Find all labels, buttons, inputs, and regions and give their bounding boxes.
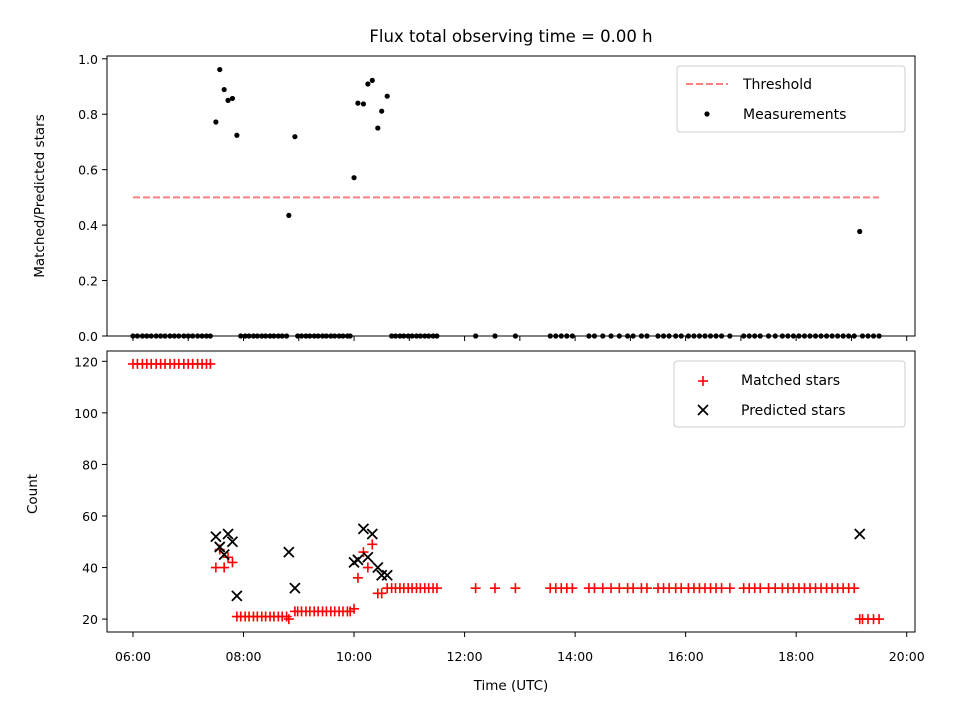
measurement-point <box>217 66 223 73</box>
matched-star-point <box>223 552 234 563</box>
matched-star-point <box>489 583 500 594</box>
count-y-axis-label: Count <box>25 474 41 514</box>
count-x-ticks: 06:00 08:00 10:00 12:00 14:00 16:00 18:00 20:00 <box>115 632 925 664</box>
matched-star-point <box>641 583 652 594</box>
count-panel: 06:00 08:00 10:00 12:00 14:00 16:00 18:00 20:00… <box>25 350 925 694</box>
measurements-legend-marker <box>704 111 710 117</box>
predicted-star-point <box>366 528 378 540</box>
ratio-y-tick-label: 0.4 <box>78 218 98 233</box>
matched-star-point <box>849 583 860 594</box>
ratio-y-tick-label: 0.6 <box>78 163 98 178</box>
count-y-tick-label: 20 <box>82 612 98 627</box>
predicted-star-point <box>214 541 226 553</box>
measurement-point <box>365 81 371 87</box>
matched-star-point <box>205 358 216 369</box>
ratio-x-ticks <box>132 336 908 341</box>
predicted-star-point <box>357 523 370 535</box>
matched-star-point <box>352 572 363 583</box>
measurement-point <box>221 86 227 93</box>
predicted-star-point <box>289 582 301 594</box>
matched-star-point <box>376 588 387 599</box>
matched-star-point <box>431 583 442 594</box>
measurement-point <box>379 108 385 114</box>
predicted-star-point <box>283 546 295 558</box>
ratio-legend-box <box>676 65 906 133</box>
matched-star-point <box>470 583 481 594</box>
matched-star-point <box>219 562 230 573</box>
predicted-star-point <box>381 569 393 581</box>
ratio-y-axis-label: Matched/Predicted stars <box>32 114 48 277</box>
legend-label-measurements: Measurements <box>743 107 846 123</box>
matched-star-point <box>367 539 378 550</box>
legend-label-predicted: Predicted stars <box>741 403 846 419</box>
predicted-legend-marker <box>697 404 709 416</box>
matched-star-point <box>567 583 578 594</box>
count-y-tick-label: 100 <box>74 406 98 421</box>
measurement-point <box>292 134 298 140</box>
count-y-tick-label: 120 <box>74 354 98 369</box>
ratio-legend: Threshold Measurements <box>676 65 906 133</box>
measurement-point <box>375 125 381 131</box>
predicted-star-point <box>218 549 230 561</box>
ratio-y-tick-label: 0.8 <box>78 107 98 122</box>
measurement-point <box>286 212 292 219</box>
x-tick-label: 10:00 <box>336 649 372 664</box>
ratio-y-tick-label: 0.2 <box>78 274 98 289</box>
count-y-ticks: 20 40 60 80 100 120 <box>74 354 107 627</box>
predicted-star-point <box>362 551 374 563</box>
predicted-star-point <box>210 530 222 543</box>
matched-star-point <box>362 562 373 573</box>
measurement-point <box>225 97 231 103</box>
x-tick-label: 20:00 <box>889 649 925 664</box>
measurement-point <box>229 95 236 102</box>
measurement-point <box>234 132 240 138</box>
predicted-star-point <box>231 590 243 602</box>
count-plot-area <box>127 358 885 625</box>
x-tick-label: 06:00 <box>115 649 151 664</box>
ratio-y-ticks: 0.0 0.2 0.4 0.6 0.8 1.0 <box>78 52 107 344</box>
ratio-panel: 0.0 0.2 0.4 0.6 0.8 1.0 Matched/Predicted sta… <box>32 52 916 344</box>
count-y-tick-label: 60 <box>82 509 98 524</box>
ratio-y-tick-label: 1.0 <box>78 52 98 67</box>
measurement-point <box>355 100 361 106</box>
count-y-tick-label: 40 <box>82 561 98 576</box>
measurement-point <box>213 119 219 125</box>
ratio-y-tick-label: 0.0 <box>78 329 98 344</box>
x-tick-label: 12:00 <box>447 649 483 664</box>
ratio-axes-frame <box>106 55 916 337</box>
measurement-point <box>384 93 390 99</box>
matched-star-point <box>724 583 735 594</box>
legend-label-matched: Matched stars <box>741 373 840 389</box>
measurement-point <box>360 101 367 107</box>
predicted-star-point <box>226 536 239 548</box>
measurement-point <box>351 175 357 181</box>
predicted-star-point <box>372 561 384 574</box>
chart-title: Flux total observing time = 0.00 h <box>369 27 652 46</box>
measurement-point <box>369 77 375 83</box>
matched-star-point <box>510 583 521 594</box>
count-legend-box <box>673 360 906 428</box>
matched-star-point <box>874 614 885 625</box>
count-legend: Matched stars Predicted stars <box>673 360 906 428</box>
predicted-star-point <box>352 554 364 566</box>
measurement-point <box>857 228 863 235</box>
matched-legend-marker <box>698 376 708 386</box>
count-y-tick-label: 80 <box>82 457 98 472</box>
x-tick-label: 16:00 <box>668 649 704 664</box>
x-tick-label: 14:00 <box>557 649 593 664</box>
x-axis-label: Time (UTC) <box>473 678 549 694</box>
x-tick-label: 08:00 <box>225 649 261 664</box>
predicted-star-point <box>222 528 234 540</box>
matched-star-point <box>349 603 360 614</box>
x-tick-label: 18:00 <box>778 649 814 664</box>
count-axes-frame <box>106 350 916 633</box>
matched-star-point <box>227 557 238 568</box>
matched-star-point <box>283 614 294 625</box>
predicted-star-point <box>854 528 866 540</box>
legend-label-threshold: Threshold <box>742 77 812 93</box>
